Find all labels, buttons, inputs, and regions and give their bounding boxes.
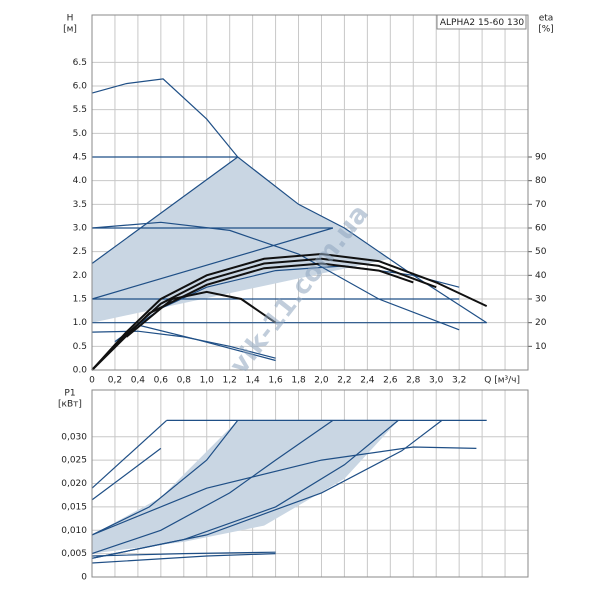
y-tick-label: 3.5 [73,200,87,210]
y-tick-label: 0 [81,573,87,583]
y-tick-label: 2.0 [73,271,88,281]
curve [91,419,168,489]
y2-tick-label: 10 [535,342,547,352]
y2-tick-label: 90 [535,153,547,163]
curve [91,553,276,564]
y2-tick-label: 50 [535,247,547,257]
x-tick-label: 2,8 [406,376,421,386]
x-tick-label: 3,0 [429,376,444,386]
chart-title: ALPHA2 15-60 130 [440,18,525,28]
y2-tick-label: 70 [535,200,547,210]
x-tick-label: 1,8 [291,376,306,386]
y-tick-label: 2.5 [73,247,87,257]
curve [91,551,276,557]
y-tick-label: 0,010 [61,526,87,536]
y2-tick-label: 20 [535,318,547,328]
y-axis-unit: [кВт] [58,400,82,410]
curve [125,290,277,338]
y-tick-label: 5.0 [73,129,88,139]
y-axis-unit: [м] [63,25,77,35]
x-tick-label: 1,4 [245,376,260,386]
curve [91,156,239,264]
x-tick-label: 0,6 [154,376,169,386]
curve [91,252,488,371]
x-tick-label: 2,4 [360,376,375,386]
x-tick-label: 0 [89,376,95,386]
x-tick-label: 2,2 [337,376,351,386]
x-tick-label: 1,6 [268,376,283,386]
curve [91,447,162,501]
curve [91,420,239,536]
y-tick-label: 0.0 [73,366,88,376]
curve [91,221,460,331]
operating-area [92,420,399,554]
y-tick-label: 6.0 [73,82,88,92]
y-tick-label: 6.5 [73,58,87,68]
y2-axis-unit: [%] [538,25,554,35]
y-tick-label: 0,015 [61,502,87,512]
y-tick-label: 0,025 [61,456,87,466]
x-axis-label: Q [м³/ч] [484,376,520,386]
plot-area [92,15,528,370]
y2-tick-label: 40 [535,271,547,281]
x-tick-label: 0,4 [131,376,146,386]
y-tick-label: 0,030 [61,432,87,442]
y-tick-label: 3.0 [73,224,88,234]
y2-axis-label: eta [539,14,554,24]
y-tick-label: 0,020 [61,479,87,489]
y2-tick-label: 60 [535,224,547,234]
operating-area [92,157,391,323]
y2-tick-label: 80 [535,176,547,186]
title-box [436,14,527,30]
y-tick-label: 1.0 [73,318,88,328]
x-tick-label: 0,2 [108,376,122,386]
curve [91,262,414,371]
x-tick-label: 1,2 [223,376,237,386]
y-tick-label: 5.5 [73,105,87,115]
plot-frame [91,14,529,371]
x-tick-label: 0,8 [177,376,192,386]
y-tick-label: 4.0 [73,176,88,186]
curve [137,324,276,362]
y-tick-label: 0,005 [61,549,87,559]
y-tick-label: 1.5 [73,295,87,305]
y-axis-label: P1 [64,389,75,399]
curve [91,446,477,536]
curve [91,419,334,555]
curve [91,419,443,559]
plot-frame [91,389,529,578]
x-tick-label: 3,2 [452,376,466,386]
y2-tick-label: 30 [535,295,547,305]
x-tick-label: 2,6 [383,376,398,386]
y-tick-label: 0.5 [73,342,87,352]
curve [91,227,334,300]
y-axis-label: H [67,14,74,24]
x-tick-label: 2,0 [314,376,329,386]
x-tick-label: 1,0 [200,376,215,386]
y-tick-label: 4.5 [73,153,87,163]
